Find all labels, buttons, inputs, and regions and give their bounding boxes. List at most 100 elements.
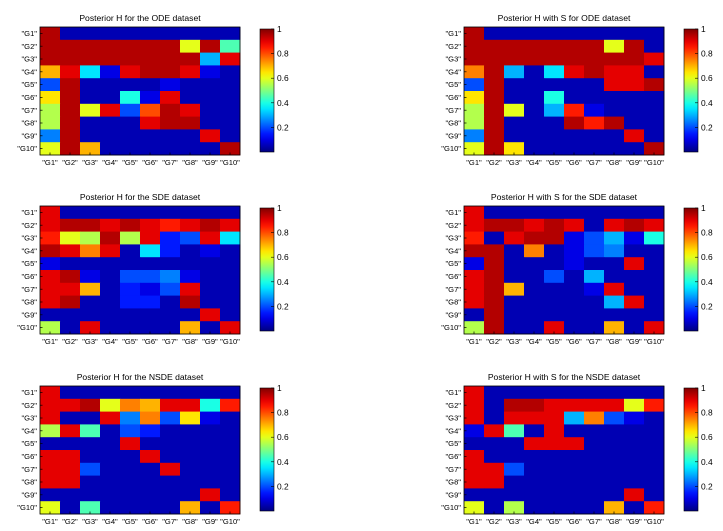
heatmap-cell — [624, 462, 645, 476]
y-tick-label: "G3" — [445, 234, 461, 243]
heatmap-cell — [140, 91, 161, 105]
heatmap-cell — [604, 103, 625, 117]
heatmap-cell — [140, 398, 161, 412]
heatmap-cell — [200, 52, 221, 66]
heatmap-cell — [504, 103, 525, 117]
heatmap-cell — [624, 52, 645, 66]
heatmap-cell — [100, 218, 121, 232]
heatmap-cell — [604, 437, 625, 451]
heatmap-cell — [604, 488, 625, 502]
heatmap-cell — [180, 231, 201, 245]
heatmap-cell — [524, 501, 545, 515]
heatmap-cell — [220, 244, 241, 258]
heatmap-cell — [564, 321, 585, 335]
heatmap-title: Posterior H with S for the SDE dataset — [491, 192, 638, 202]
heatmap-cell — [624, 78, 645, 92]
heatmap-cell — [504, 78, 525, 92]
heatmap-cell — [524, 462, 545, 476]
heatmap-cell — [564, 129, 585, 143]
heatmap-cell — [220, 39, 241, 53]
heatmap-cell — [120, 78, 141, 92]
y-tick-label: "G8" — [445, 298, 461, 307]
heatmap-cell — [40, 475, 61, 489]
plot-frame — [39, 205, 241, 335]
heatmap-cell — [504, 270, 525, 284]
heatmap-cell — [544, 321, 565, 335]
heatmap-cell — [484, 91, 505, 105]
heatmap-cell — [200, 386, 221, 400]
heatmap-cell — [40, 91, 61, 105]
heatmap-cell — [484, 282, 505, 296]
heatmap-cell — [80, 116, 101, 130]
heatmap-cell — [80, 437, 101, 451]
heatmap-cell — [160, 475, 181, 489]
heatmap-cell — [484, 475, 505, 489]
heatmap-cell — [60, 462, 81, 476]
x-tick-label: "G3" — [506, 158, 522, 167]
x-tick-label: "G2" — [62, 517, 78, 526]
heatmap-cell — [484, 129, 505, 143]
y-tick-label: "G9" — [445, 131, 461, 140]
y-tick-label: "G2" — [445, 221, 461, 230]
x-tick-label: "G9" — [202, 158, 218, 167]
heatmap-cell — [624, 424, 645, 438]
colorbar-tick-label: 0.2 — [277, 481, 289, 491]
heatmap-cell — [584, 218, 605, 232]
colorbar-tick-label: 0.8 — [701, 49, 713, 59]
y-tick-label: "G8" — [445, 119, 461, 128]
plot-frame — [39, 385, 241, 515]
heatmap-cell — [464, 218, 485, 232]
colorbar-tick-label: 0.4 — [701, 98, 713, 108]
heatmap-cell — [180, 257, 201, 271]
heatmap-cell — [564, 103, 585, 117]
heatmap-cell — [544, 282, 565, 296]
heatmap-cell — [120, 129, 141, 143]
x-tick-label: "G8" — [182, 337, 198, 346]
x-tick-label: "G6" — [142, 158, 158, 167]
heatmap-cell — [100, 424, 121, 438]
heatmap-cell — [100, 398, 121, 412]
heatmap-cell — [220, 116, 241, 130]
heatmap-cell — [60, 27, 81, 41]
heatmap-cell — [564, 218, 585, 232]
heatmap-cell — [160, 308, 181, 322]
heatmap-cell — [564, 282, 585, 296]
heatmap-cell — [160, 91, 181, 105]
heatmap-cell — [180, 52, 201, 66]
y-tick-label: "G2" — [21, 401, 37, 410]
heatmap-cell — [200, 308, 221, 322]
heatmap-cell — [484, 295, 505, 309]
heatmap-cell — [200, 129, 221, 143]
heatmap-cell — [80, 257, 101, 271]
heatmap-cell — [60, 386, 81, 400]
y-tick-label: "G4" — [21, 426, 37, 435]
heatmap-cell — [100, 501, 121, 515]
heatmap-cell — [40, 65, 61, 79]
y-tick-label: "G8" — [21, 119, 37, 128]
heatmap-cell — [604, 424, 625, 438]
heatmap-cell — [180, 270, 201, 284]
heatmap-cell — [644, 462, 665, 476]
heatmap-cell — [120, 321, 141, 335]
heatmap-cell — [120, 411, 141, 425]
heatmap-cell — [484, 116, 505, 130]
heatmap-cell — [160, 39, 181, 53]
heatmap-cell — [564, 462, 585, 476]
heatmap-cell — [120, 282, 141, 296]
heatmap-cell — [40, 437, 61, 451]
heatmap-cell — [524, 437, 545, 451]
heatmap-cell — [624, 129, 645, 143]
heatmap-cell — [644, 27, 665, 41]
colorbar-tick-label: 0.8 — [277, 228, 289, 238]
heatmap-cell — [544, 398, 565, 412]
heatmap-cell — [464, 450, 485, 464]
colorbar — [683, 207, 699, 332]
y-tick-label: "G10" — [441, 323, 461, 332]
heatmap-cell — [160, 27, 181, 41]
heatmap-cell — [60, 411, 81, 425]
heatmap-cell — [644, 321, 665, 335]
heatmap-cell — [220, 282, 241, 296]
heatmap-cell — [200, 270, 221, 284]
heatmap-cell — [220, 424, 241, 438]
heatmap-cell — [604, 52, 625, 66]
